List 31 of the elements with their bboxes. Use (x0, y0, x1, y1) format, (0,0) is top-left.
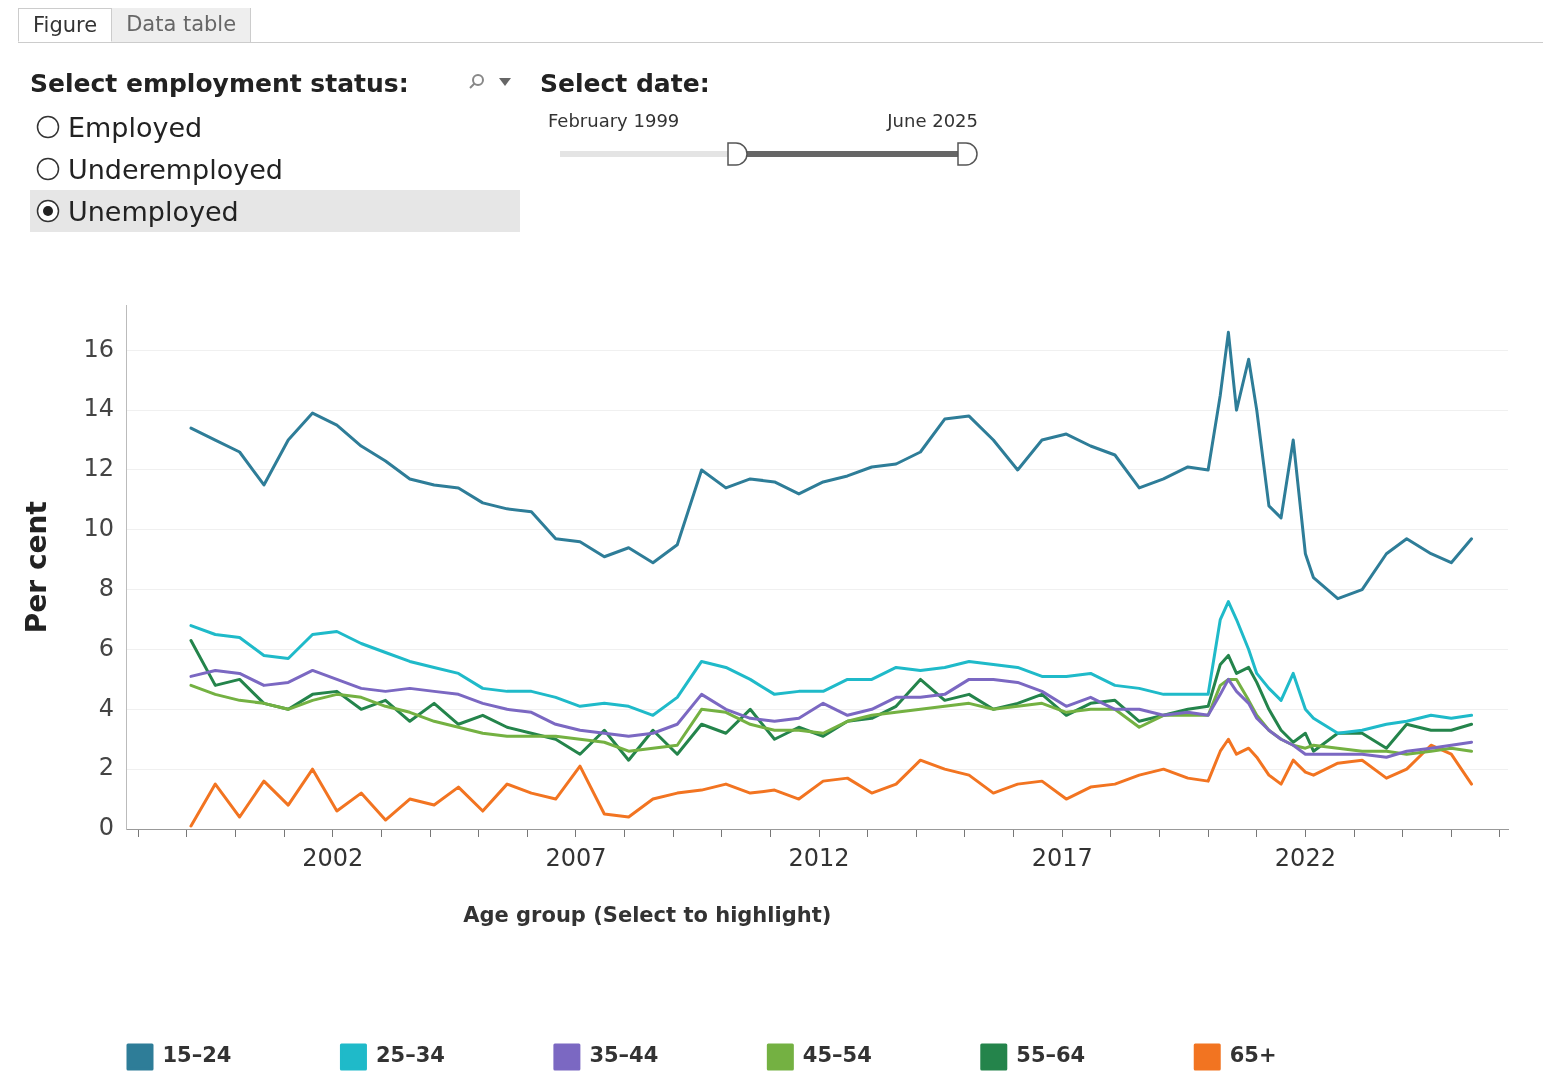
x-tick-label: 2022 (1274, 843, 1336, 872)
text: Select date: (540, 69, 711, 98)
text: Underemployed (68, 153, 283, 185)
text: February 1999 (548, 110, 680, 131)
legend-label: 15–24 (162, 1043, 232, 1068)
legend-label: 35–44 (589, 1043, 659, 1068)
y-tick-label: 12 (83, 454, 115, 483)
y-tick-label: 16 (83, 334, 115, 363)
x-tick-label: 2007 (545, 843, 607, 872)
y-tick-label: 6 (98, 633, 115, 662)
legend-title: Age group (Select to highlight) (463, 902, 832, 927)
y-tick-label: 8 (98, 573, 115, 602)
legend-label: 55–64 (1016, 1043, 1086, 1068)
text: Employed (68, 111, 203, 143)
y-tick-label: 14 (83, 394, 115, 423)
y-tick-label: 4 (98, 693, 115, 722)
x-tick-label: 2017 (1031, 843, 1093, 872)
text: Select employment status: (30, 69, 410, 98)
legend-label: 65+ (1229, 1043, 1277, 1068)
x-tick-label: 2002 (302, 843, 364, 872)
legend-label: 45–54 (802, 1043, 872, 1068)
text: Figure (18, 8, 113, 42)
y-tick-label: 0 (98, 813, 115, 842)
x-tick-label: 2012 (788, 843, 850, 872)
text: Data table (112, 8, 252, 42)
y-tick-label: 2 (98, 753, 115, 782)
y-axis-title: Per cent (20, 501, 54, 634)
y-tick-label: 10 (83, 514, 115, 543)
legend-label: 25–34 (375, 1043, 445, 1068)
text: June 2025 (887, 110, 978, 131)
text: Unemployed (68, 195, 239, 227)
